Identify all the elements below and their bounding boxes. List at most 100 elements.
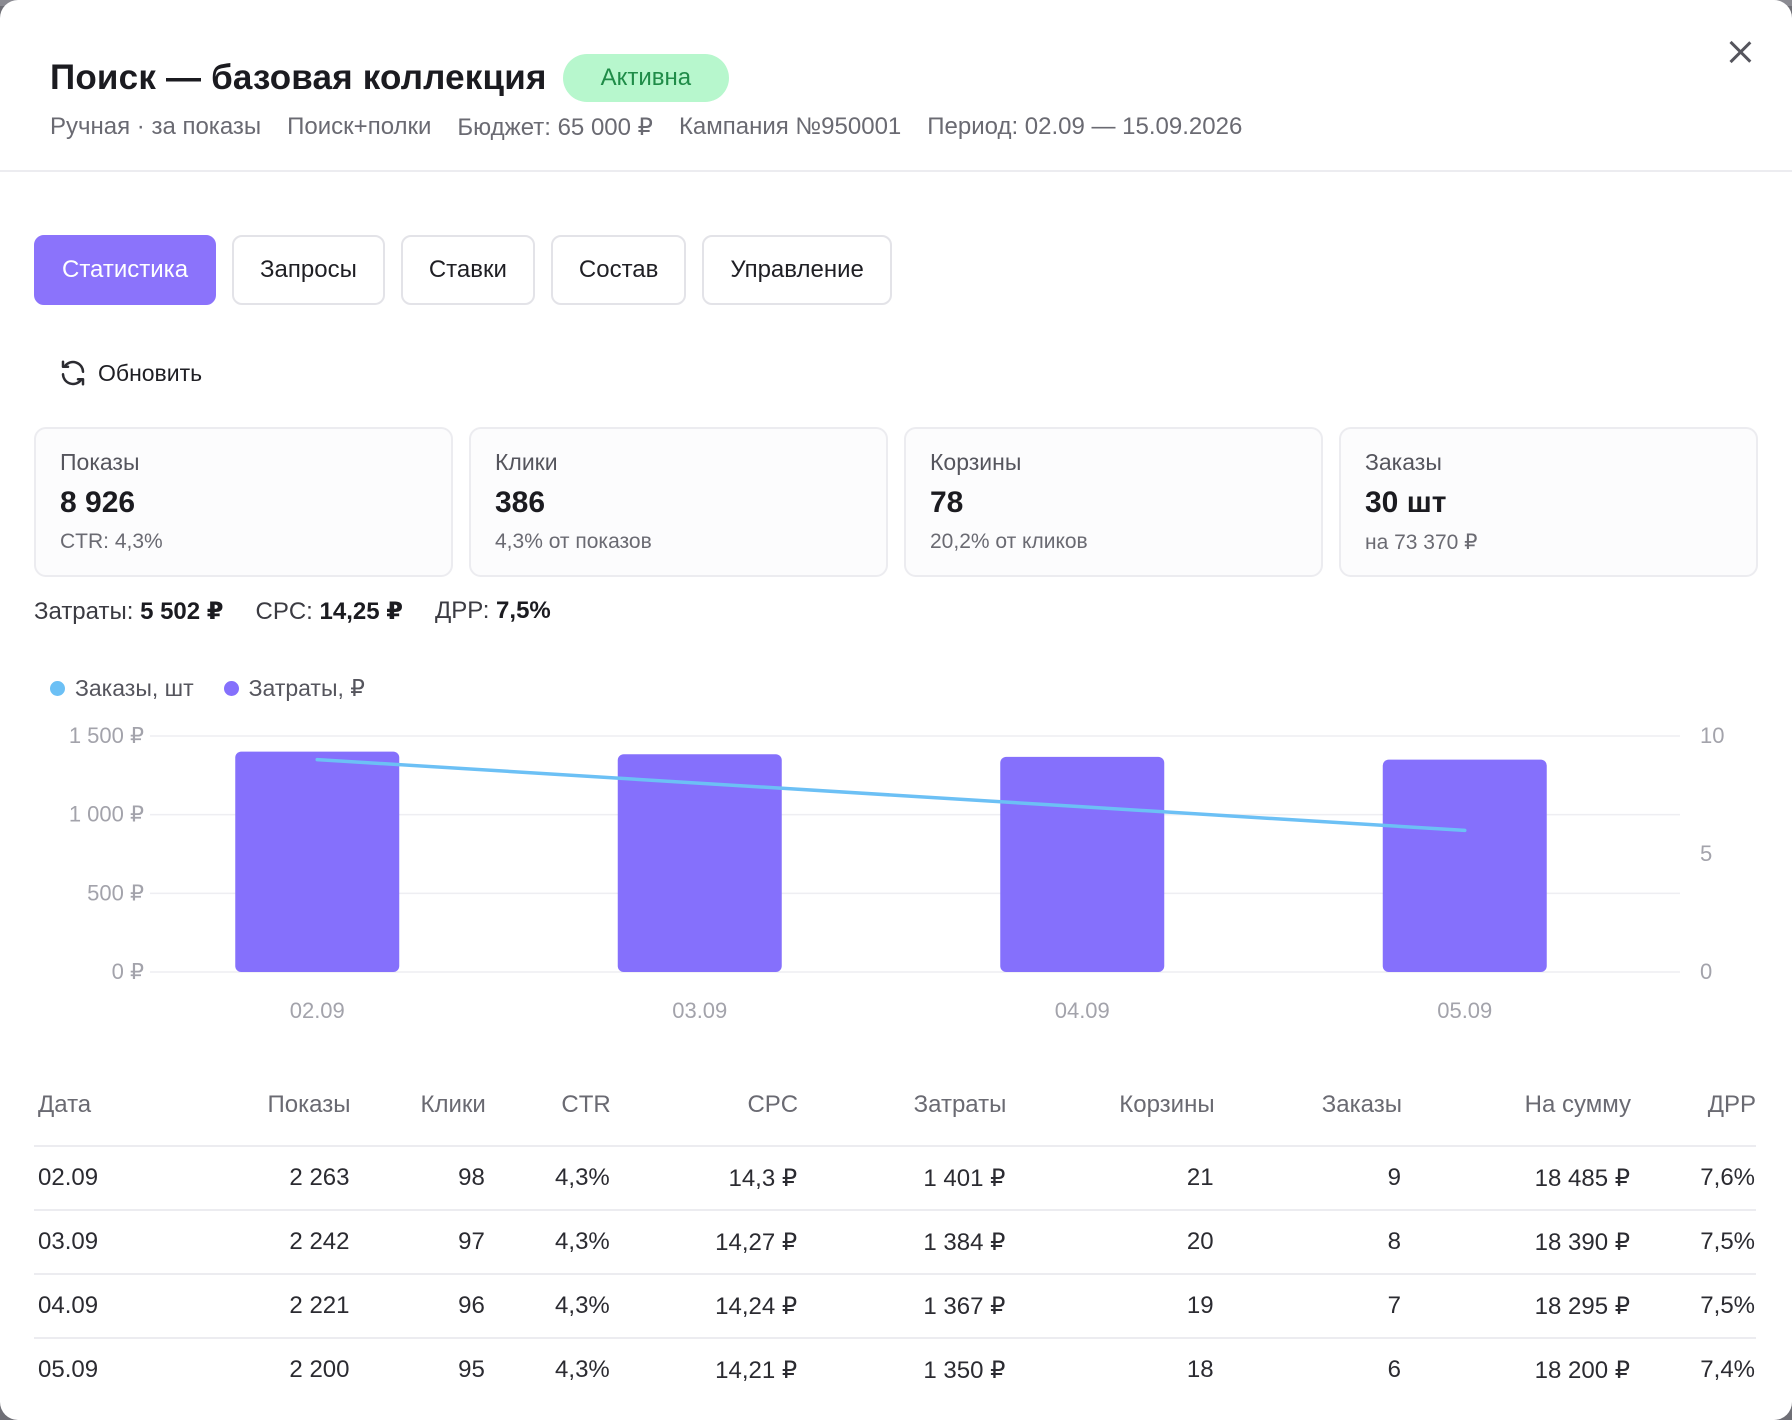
summary-label: ДРР: <box>434 597 490 624</box>
x-tick-label: 04.09 <box>1055 998 1110 1023</box>
chart-legend: Заказы, шт Затраты, ₽ <box>50 675 365 702</box>
cell-carts: 19 <box>1006 1274 1215 1339</box>
spend-orders-chart: 0 ₽ 500 ₽ 1 000 ₽ 1 500 ₽ 0 5 10 02.09 03.09 04.0… <box>69 723 1725 1023</box>
y-left-tick-label: 1 000 ₽ <box>69 802 144 827</box>
table-row: 04.09 2 221 96 4,3% 14,24 ₽1 367 ₽19 7 18 295 … <box>34 1274 1756 1339</box>
cell-clicks: 96 <box>350 1274 486 1339</box>
cell-drr: 7,5% <box>1631 1274 1756 1339</box>
summary-drr: ДРР: 7,5% <box>435 597 551 626</box>
cell-ctr: 4,3% <box>555 1356 610 1383</box>
bar-spend <box>235 751 400 972</box>
cell-cpc: 14,24 ₽ <box>610 1274 799 1339</box>
cell-revenue: 18 485 ₽ <box>1401 1146 1631 1211</box>
cost-summary: Затраты: 5 502 ₽ CPC: 14,25 ₽ ДРР: 7,5% <box>34 597 551 626</box>
legend-label: Заказы, шт <box>75 675 194 701</box>
cell-ctr: 4,3% <box>485 1146 611 1211</box>
x-tick-label: 05.09 <box>1437 998 1492 1023</box>
kpi-card-impressions: Показы 8 926 CTR: 4,3% <box>34 427 453 577</box>
summary-value: 5 502 ₽ <box>140 598 224 625</box>
kpi-card-clicks: Клики 386 4,3% от показов <box>469 427 888 577</box>
kpi-value: 8 926 <box>60 486 136 519</box>
cell-impressions: 2 263 <box>204 1146 351 1211</box>
column-header-orders[interactable]: Заказы <box>1214 1085 1402 1147</box>
legend-spend[interactable]: Затраты, ₽ <box>223 675 365 702</box>
cell-spend: 1 401 ₽ <box>798 1146 1007 1211</box>
tab-statistics[interactable]: Статистика <box>34 235 217 305</box>
cell-date: 03.09 <box>34 1210 205 1275</box>
tab-composition[interactable]: Состав <box>550 235 687 305</box>
meta-placement: Поиск+полки <box>287 113 432 140</box>
table-row: 05.09 2 200 95 4,3% 14,21 ₽ 1 350 ₽ 18 6 18 200 … <box>34 1338 1756 1401</box>
column-header-revenue[interactable]: На сумму <box>1401 1085 1631 1147</box>
cell-cpc: 14,27 ₽ <box>610 1210 799 1275</box>
kpi-value: 78 <box>930 486 964 519</box>
legend-label: Затраты, ₽ <box>248 675 365 701</box>
bar-spend <box>1382 759 1547 972</box>
refresh-icon <box>61 360 85 386</box>
legend-orders[interactable]: Заказы, шт <box>50 675 194 702</box>
close-icon[interactable] <box>1718 30 1762 74</box>
column-header-cpc[interactable]: CPC <box>610 1085 799 1147</box>
kpi-label: Заказы <box>1365 449 1442 475</box>
kpi-value: 30 шт <box>1365 486 1447 519</box>
kpi-value: 386 <box>495 486 546 519</box>
legend-dot-spend <box>223 681 239 696</box>
campaign-meta: Ручная · за показы Поиск+полки Бюджет: 6… <box>50 113 1242 142</box>
y-right-tick-label: 10 <box>1700 723 1724 748</box>
tab-management[interactable]: Управление <box>702 235 892 305</box>
cell-date: 02.09 <box>34 1146 205 1211</box>
column-header-ctr[interactable]: CTR <box>485 1085 611 1147</box>
cell-revenue: 18 390 ₽ <box>1401 1210 1631 1275</box>
cell-drr: 7,5% <box>1631 1210 1756 1275</box>
kpi-label: Показы <box>60 449 140 475</box>
tab-queries[interactable]: Запросы <box>232 235 385 305</box>
y-left-tick-label: 500 ₽ <box>87 880 144 905</box>
cell-spend: 1 350 ₽ <box>923 1356 1006 1384</box>
cell-impressions: 2 221 <box>204 1274 351 1339</box>
modal-title: Поиск — базовая коллекция <box>50 58 547 97</box>
bar-spend <box>1000 756 1165 972</box>
meta-budget: Бюджет: 65 000 ₽ <box>457 114 653 141</box>
table-header-row: Дата Показы Клики CTR CPC Затраты Корзины Заказ… <box>34 1085 1756 1147</box>
cell-cpc: 14,21 ₽ <box>715 1356 798 1384</box>
refresh-button[interactable]: Обновить <box>58 358 202 388</box>
kpi-label: Клики <box>495 449 558 475</box>
cell-carts: 20 <box>1006 1210 1215 1275</box>
line-orders <box>315 757 1467 833</box>
legend-dot-orders <box>50 681 65 696</box>
table-row: 03.09 2 242 97 4,3% 14,27 ₽1 384 ₽20 8 18 390 … <box>34 1210 1756 1275</box>
column-header-impressions[interactable]: Показы <box>204 1085 351 1147</box>
cell-carts: 18 <box>1186 1356 1214 1383</box>
column-header-date[interactable]: Дата <box>34 1085 205 1147</box>
cell-orders: 9 <box>1214 1146 1402 1211</box>
cell-clicks: 98 <box>350 1146 486 1211</box>
column-header-drr[interactable]: ДРР <box>1631 1085 1756 1147</box>
column-header-spend[interactable]: Затраты <box>798 1085 1007 1147</box>
cell-ctr: 4,3% <box>485 1274 611 1339</box>
meta-period: Период: 02.09 — 15.09.2026 <box>927 113 1243 140</box>
cell-carts: 21 <box>1006 1146 1215 1211</box>
kpi-card-orders: Заказы 30 шт на 73 370 ₽ <box>1339 427 1758 577</box>
summary-spend: Затраты: 5 502 ₽ <box>34 597 224 626</box>
kpi-label: Корзины <box>930 449 1022 475</box>
summary-label: Затраты: <box>34 598 134 625</box>
cell-impressions: 2 200 <box>289 1356 350 1383</box>
title-row: Поиск — базовая коллекция Активна <box>50 54 730 102</box>
tab-bar: Статистика Запросы Ставки Состав Управле… <box>34 235 892 305</box>
cell-orders: 6 <box>1387 1356 1401 1383</box>
tab-bids[interactable]: Ставки <box>400 235 535 305</box>
y-left-tick-label: 0 ₽ <box>112 959 144 984</box>
table-row: 02.09 2 263 98 4,3% 14,3 ₽1 401 ₽21 9 18 485 ₽… <box>34 1146 1756 1211</box>
cell-revenue: 18 295 ₽ <box>1401 1274 1631 1339</box>
kpi-cards: Показы 8 926 CTR: 4,3% Клики 386 4,3% от… <box>34 427 1758 577</box>
column-header-clicks[interactable]: Клики <box>350 1085 486 1147</box>
cell-drr: 7,6% <box>1631 1146 1756 1211</box>
x-tick-label: 02.09 <box>290 998 345 1023</box>
summary-label: CPC: <box>255 598 313 625</box>
column-header-carts[interactable]: Корзины <box>1006 1085 1215 1147</box>
kpi-sub: CTR: 4,3% <box>60 530 163 553</box>
cell-date: 04.09 <box>34 1274 205 1339</box>
cell-ctr: 4,3% <box>485 1210 611 1275</box>
refresh-label: Обновить <box>98 359 203 386</box>
